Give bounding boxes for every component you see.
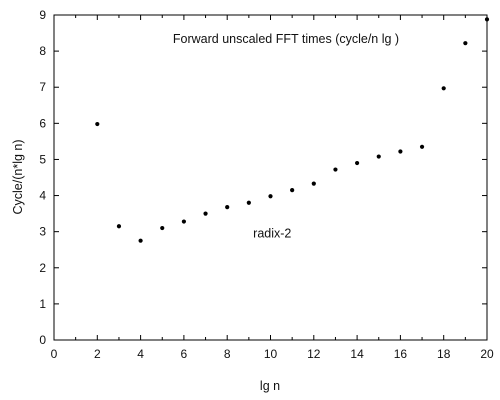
x-tick-label: 18 — [437, 347, 451, 361]
data-point — [290, 188, 295, 193]
y-tick-label: 3 — [39, 225, 46, 239]
y-tick-label: 0 — [39, 333, 46, 347]
y-tick-label: 1 — [39, 297, 46, 311]
data-point — [398, 149, 403, 154]
annotation-radix-2: radix-2 — [253, 226, 291, 240]
plot-frame — [53, 14, 488, 341]
y-tick-label: 7 — [39, 80, 46, 94]
data-point — [484, 17, 490, 22]
x-tick-label: 6 — [181, 347, 188, 361]
x-tick-label: 0 — [51, 347, 58, 361]
x-tick-label: 16 — [394, 347, 408, 361]
data-point — [95, 121, 100, 127]
data-point — [160, 225, 165, 231]
y-tick-label: 8 — [39, 44, 46, 58]
axes — [53, 14, 488, 341]
data-point — [138, 238, 143, 243]
x-tick-label: 14 — [350, 347, 364, 361]
x-tick-label: 4 — [137, 347, 144, 361]
x-axis-label: lg n — [260, 379, 280, 393]
data-points — [95, 17, 490, 243]
chart-title: Forward unscaled FFT times (cycle/n lg ) — [173, 32, 399, 46]
data-point — [246, 200, 251, 205]
y-tick-label: 2 — [39, 261, 46, 275]
data-point — [333, 167, 338, 172]
x-tick-label: 20 — [480, 347, 494, 361]
y-tick-label: 9 — [39, 8, 46, 22]
data-point — [203, 211, 208, 216]
data-point — [463, 41, 468, 46]
x-tick-label: 12 — [307, 347, 321, 361]
y-tick-label: 5 — [39, 152, 46, 166]
y-tick-label: 4 — [39, 189, 46, 203]
data-point — [419, 144, 425, 149]
data-point — [376, 154, 381, 159]
data-point — [116, 224, 122, 229]
x-tick-label: 10 — [264, 347, 278, 361]
y-axis-label: Cycle/(n*lg n) — [11, 139, 25, 214]
data-point — [441, 86, 446, 91]
data-point — [225, 205, 230, 210]
data-point — [181, 219, 186, 224]
x-tick-label: 8 — [224, 347, 231, 361]
data-point — [355, 160, 360, 166]
data-point — [268, 194, 273, 199]
data-point — [311, 181, 316, 186]
x-tick-label: 2 — [94, 347, 101, 361]
y-tick-label: 6 — [39, 116, 46, 130]
